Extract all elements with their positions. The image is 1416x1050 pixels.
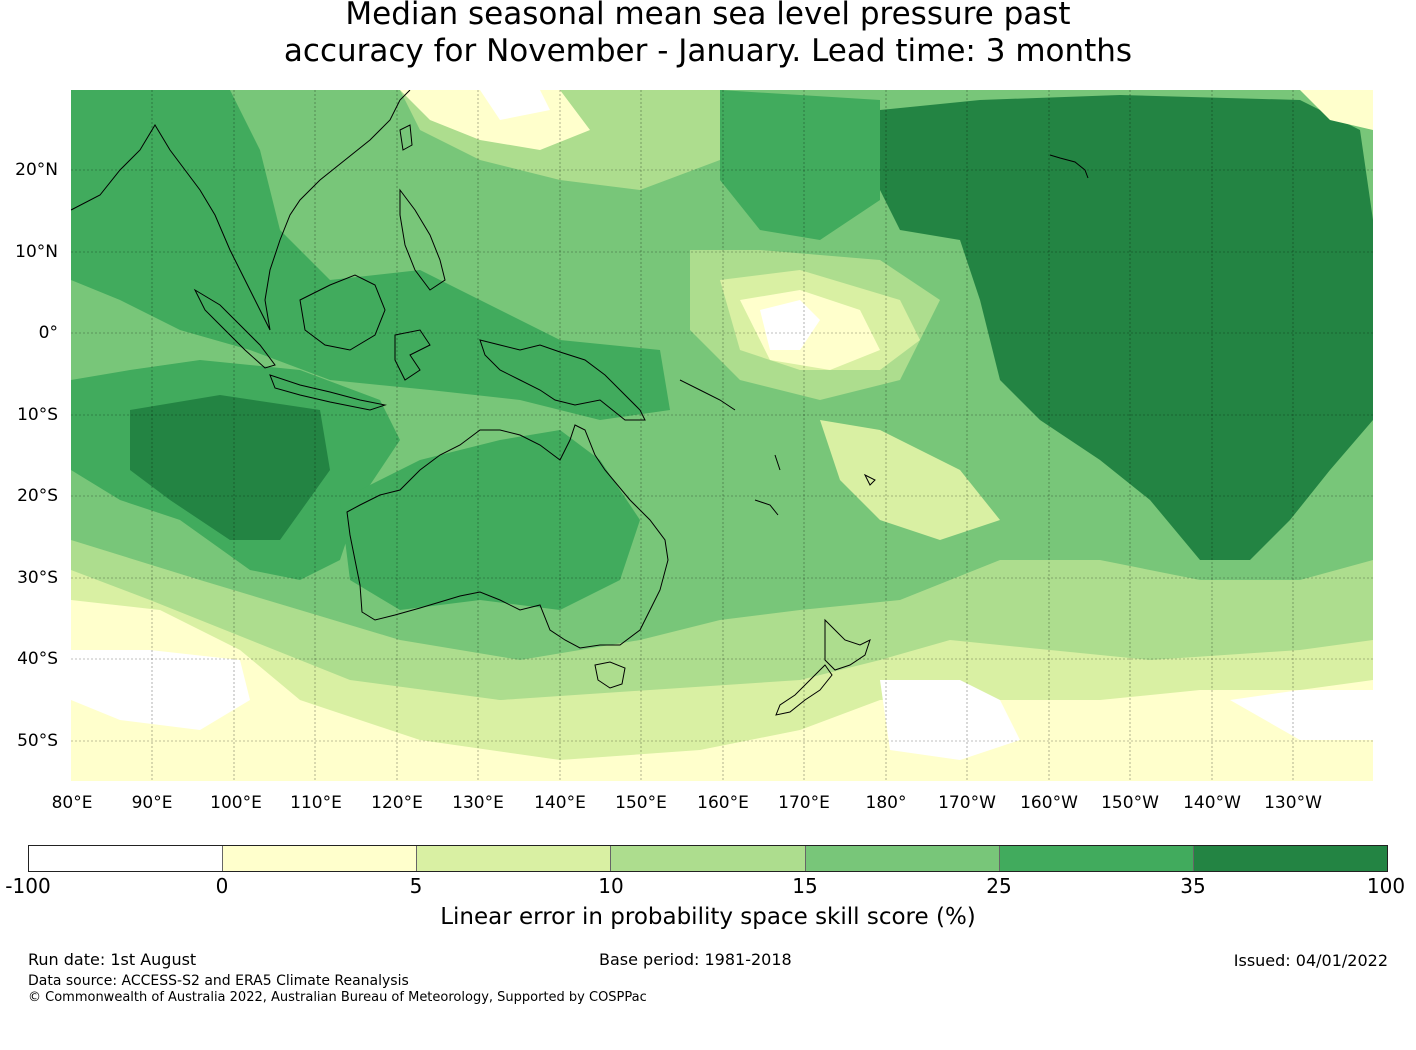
- lon-label-150w: 150°W: [1101, 793, 1159, 813]
- issued-date: Issued: 04/01/2022: [1233, 951, 1388, 970]
- skill-regions: [71, 90, 1373, 781]
- lon-label-110e: 110°E: [290, 793, 342, 813]
- lon-label-130w: 130°W: [1264, 793, 1322, 813]
- base-period: Base period: 1981-2018: [599, 950, 792, 969]
- philippines-coastline: [399, 188, 446, 291]
- asia-coastline: [71, 90, 411, 331]
- fiji-islands: [863, 473, 876, 486]
- lon-label-90e: 90°E: [131, 793, 173, 813]
- region-high-north-pacific-west: [720, 90, 880, 240]
- lon-label-160e: 160°E: [697, 793, 749, 813]
- lon-label-120e: 120°E: [371, 793, 423, 813]
- lon-label-140w: 140°W: [1183, 793, 1241, 813]
- colorbar-tick-10: 10: [598, 874, 624, 898]
- region-negative-south-east: [1230, 690, 1373, 740]
- new-caledonia: [754, 499, 779, 516]
- lat-label-10n: 10°N: [15, 242, 58, 262]
- nz-north-island: [824, 618, 871, 671]
- borneo-coastline: [299, 274, 386, 351]
- lat-label-20n: 20°N: [15, 160, 58, 180]
- colorbar: [28, 845, 1388, 872]
- colorbar-label: Linear error in probability space skill …: [440, 904, 976, 930]
- lon-label-170e: 170°E: [778, 793, 830, 813]
- skill-score-map: [71, 90, 1373, 781]
- lat-label-0: 0°: [38, 323, 58, 343]
- region-zero-north-east: [1300, 90, 1373, 130]
- region-very-high-north-pacific: [880, 95, 1373, 560]
- region-zero-southern: [71, 600, 1373, 781]
- lat-label-20s: 20°S: [17, 486, 58, 506]
- lat-gridlines: [71, 169, 1373, 742]
- colorbar-segment-10-15: [611, 846, 806, 871]
- lon-label-150e: 150°E: [615, 793, 667, 813]
- colorbar-segment-15-25: [805, 846, 1000, 871]
- australia-coastline: [346, 424, 669, 649]
- coastlines: [71, 90, 1089, 716]
- lat-label-30s: 30°S: [17, 568, 58, 588]
- colorbar-tick-5: 5: [409, 874, 423, 898]
- map-title-line-1: Median seasonal mean sea level pressure …: [345, 0, 1071, 32]
- lon-gridlines: [151, 90, 1294, 781]
- region-negative-southwest: [71, 650, 250, 730]
- java-coastline: [269, 374, 387, 411]
- lon-label-100e: 100°E: [210, 793, 262, 813]
- lon-label-140e: 140°E: [534, 793, 586, 813]
- region-very-high-indian-ocean: [130, 395, 330, 540]
- lon-label-130e: 130°E: [452, 793, 504, 813]
- vanuatu-islands: [774, 454, 781, 471]
- colorbar-tick-25: 25: [986, 874, 1012, 898]
- solomon-islands: [679, 379, 736, 411]
- lat-label-40s: 40°S: [17, 649, 58, 669]
- map-title-line-2: accuracy for November - January. Lead ti…: [283, 33, 1133, 69]
- copyright: © Commonwealth of Australia 2022, Austra…: [28, 990, 647, 1005]
- sulawesi-coastline: [394, 329, 431, 381]
- colorbar-segment-5-10: [417, 846, 612, 871]
- data-source: Data source: ACCESS-S2 and ERA5 Climate …: [28, 973, 409, 989]
- region-negative-equatorial: [760, 300, 820, 350]
- colorbar-tick-0: 0: [215, 874, 229, 898]
- lon-label-160w: 160°W: [1020, 793, 1078, 813]
- colorbar-segment-neg100-0: [29, 846, 224, 871]
- colorbar-segment-25-35: [999, 846, 1194, 871]
- colorbar-tick-15: 15: [792, 874, 818, 898]
- lat-label-50s: 50°S: [17, 731, 58, 751]
- lon-label-80e: 80°E: [51, 793, 93, 813]
- region-high-maritime: [71, 90, 670, 420]
- region-low-south-pacific: [820, 420, 1000, 540]
- region-negative-south-nz: [880, 680, 1020, 760]
- nz-south-island: [775, 664, 833, 716]
- lon-label-170w: 170°W: [938, 793, 996, 813]
- region-negative-north: [480, 90, 550, 120]
- taiwan-coastline: [399, 124, 413, 151]
- colorbar-tick-100: 100: [1366, 874, 1406, 898]
- new-guinea-coastline: [479, 339, 646, 421]
- colorbar-tick-neg100: -100: [5, 874, 51, 898]
- colorbar-segment-35-100: [1193, 846, 1387, 871]
- hawaii-islands: [1049, 154, 1089, 179]
- lat-label-10s: 10°S: [17, 405, 58, 425]
- lon-label-180: 180°: [865, 793, 907, 813]
- run-date: Run date: 1st August: [28, 950, 197, 969]
- colorbar-segment-0-5: [223, 846, 418, 871]
- sumatra-coastline: [193, 288, 276, 369]
- colorbar-tick-35: 35: [1180, 874, 1206, 898]
- tasmania-coastline: [594, 661, 626, 689]
